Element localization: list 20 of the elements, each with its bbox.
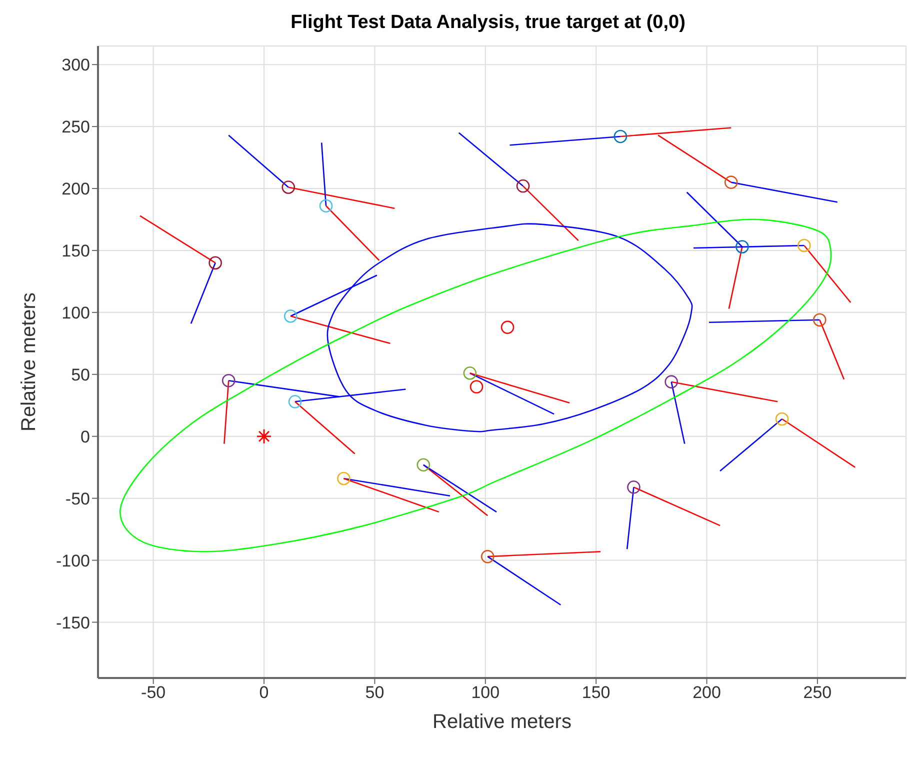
y-axis-title: Relative meters [18,292,40,432]
y-tick-label: 200 [62,180,90,199]
x-tick-label: 250 [803,683,832,702]
x-tick-label: 200 [692,683,721,702]
x-tick-label: 150 [582,683,610,702]
x-tick-label: 100 [471,683,500,702]
y-tick-label: 0 [80,427,90,446]
x-tick-label: 50 [365,683,384,702]
y-tick-label: 50 [71,365,90,384]
x-axis-title: Relative meters [432,711,572,733]
y-tick-label: 150 [62,242,90,261]
chart-title: Flight Test Data Analysis, true target at (0,0) [290,11,686,35]
y-tick-label: -150 [56,613,90,632]
x-tick-label: -50 [141,683,166,702]
y-tick-label: -50 [65,489,90,508]
y-tick-label: 100 [62,303,90,322]
y-tick-label: -100 [56,551,90,570]
x-tick-label: 0 [259,683,269,702]
y-tick-label: 300 [62,56,90,75]
y-tick-label: 250 [62,118,90,137]
